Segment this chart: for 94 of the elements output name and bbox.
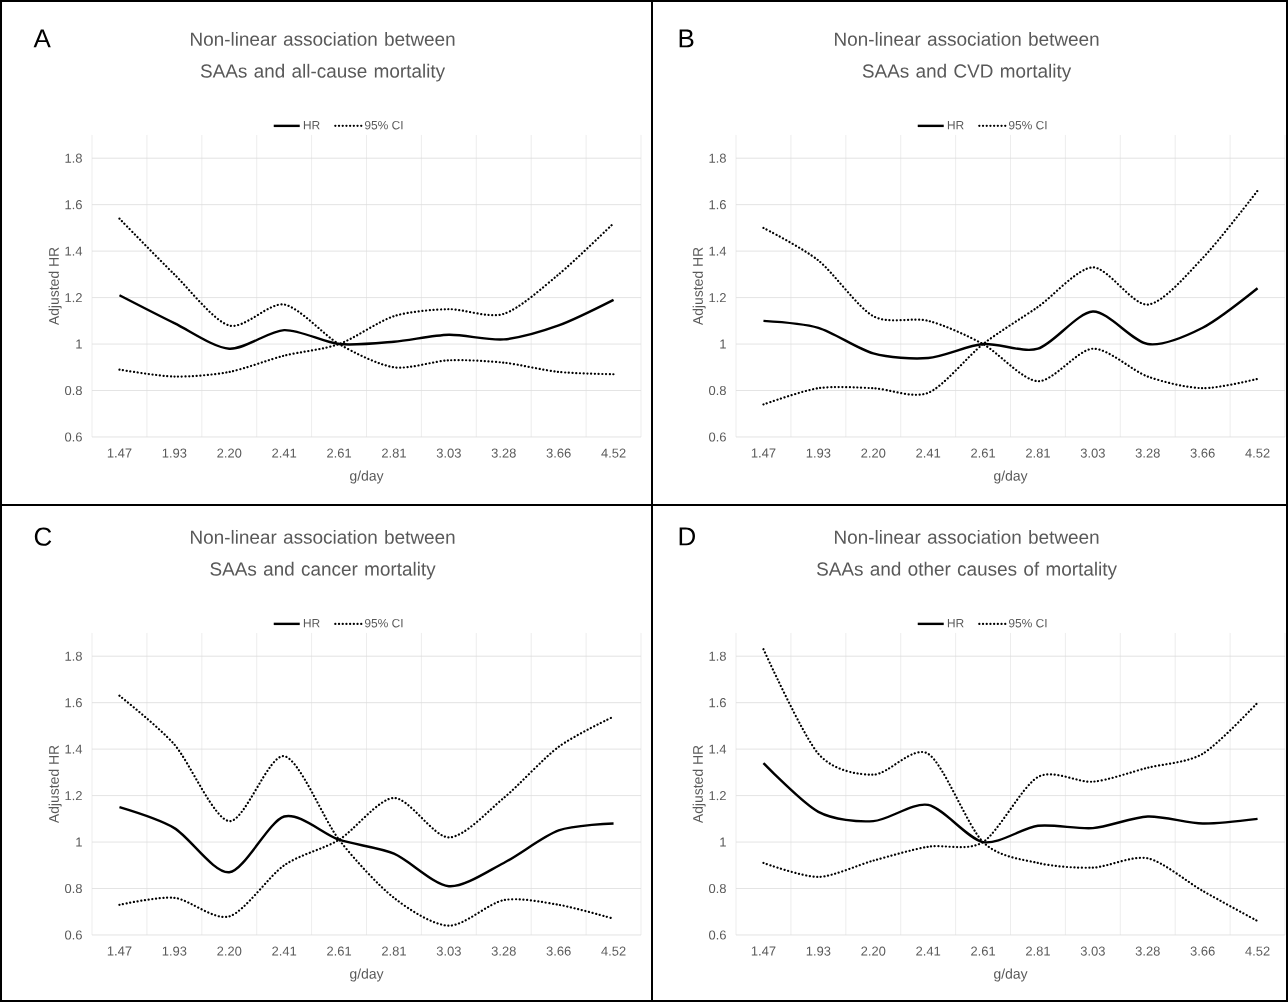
x-tick-label: 4.52 — [601, 946, 626, 956]
x-axis-title: g/day — [994, 968, 1028, 982]
y-tick-label: 1.8 — [709, 651, 726, 661]
chart-title: Non-linear association between SAAs and CVD mortality — [835, 31, 1099, 82]
y-axis-title: Adjusted HR — [48, 247, 62, 326]
y-tick-label: 1.4 — [65, 744, 83, 754]
x-tick-label: 1.93 — [162, 448, 187, 458]
y-tick-label: 0.6 — [708, 432, 726, 442]
y-tick-label: 0.8 — [708, 385, 726, 396]
y-tick-label: 1.2 — [65, 791, 82, 801]
y-tick-label: 1 — [76, 339, 82, 349]
x-tick-label: 4.52 — [601, 448, 626, 458]
y-tick-label: 0.6 — [64, 930, 82, 940]
x-tick-label: 2.20 — [217, 448, 242, 458]
legend-label: 95% CI — [1008, 618, 1047, 628]
y-tick-label: 0.8 — [708, 883, 726, 894]
x-tick-label: 4.52 — [1245, 946, 1270, 956]
x-axis-title: g/day — [350, 968, 384, 982]
y-tick-label: 1.2 — [709, 293, 726, 303]
x-tick-label: 1.93 — [806, 448, 831, 458]
y-axis-title: Adjusted HR — [692, 745, 706, 824]
text: B — [679, 29, 694, 48]
x-tick-label: 2.20 — [861, 448, 886, 458]
y-tick-label: 1.8 — [65, 651, 82, 661]
x-tick-label: 1.93 — [162, 946, 187, 956]
y-tick-label: 1 — [720, 837, 726, 847]
x-tick-label: 2.41 — [916, 448, 941, 458]
x-tick-label: 2.81 — [1026, 946, 1050, 956]
y-tick-label: 0.6 — [64, 432, 82, 442]
y-axis-title: Adjusted HR — [692, 247, 706, 326]
x-tick-label: 3.66 — [1190, 448, 1215, 458]
x-tick-label: 1.47 — [107, 448, 132, 458]
x-tick-label: 2.41 — [272, 448, 297, 458]
y-tick-label: 1.6 — [65, 200, 82, 210]
x-tick-label: 2.81 — [382, 448, 406, 458]
x-tick-label: 1.47 — [751, 946, 776, 956]
line-series — [762, 648, 1259, 923]
text: A — [33, 29, 51, 48]
y-tick-label: 1.8 — [65, 153, 82, 163]
x-axis-title: g/day — [350, 470, 384, 484]
x-tick-label: 2.41 — [916, 946, 941, 956]
y-tick-label: 1.8 — [709, 153, 726, 163]
x-tick-label: 1.93 — [806, 946, 831, 956]
legend-label: HR — [947, 121, 964, 130]
x-tick-label: 3.03 — [436, 448, 461, 458]
legend-label: HR — [947, 619, 964, 628]
x-tick-label: 3.03 — [436, 946, 461, 956]
y-tick-label: 1.6 — [709, 200, 726, 210]
x-tick-label: 3.28 — [1135, 448, 1160, 458]
x-axis-title: g/day — [994, 470, 1028, 484]
x-tick-label: 3.28 — [1135, 946, 1160, 956]
x-tick-label: 2.81 — [1026, 448, 1050, 458]
line-series — [762, 189, 1259, 406]
legend-label: HR — [303, 121, 320, 130]
y-axis-title: Adjusted HR — [48, 745, 62, 824]
x-tick-label: 2.61 — [327, 946, 352, 956]
x-tick-label: 3.28 — [491, 946, 516, 956]
chart-title: Non-linear association between SAAs and cancer mortality — [191, 529, 455, 580]
x-tick-label: 2.61 — [327, 448, 352, 458]
x-tick-label: 2.41 — [272, 946, 297, 956]
y-tick-label: 1.4 — [709, 744, 727, 754]
x-tick-label: 3.66 — [1190, 946, 1215, 956]
legend-label: 95% CI — [364, 618, 403, 628]
x-tick-label: 1.47 — [107, 946, 132, 956]
y-tick-label: 1.4 — [65, 246, 83, 256]
text: C — [34, 527, 52, 546]
y-tick-label: 0.6 — [708, 930, 726, 940]
x-tick-label: 3.66 — [546, 448, 571, 458]
y-tick-label: 1.6 — [65, 698, 82, 708]
chart-title: Non-linear association between SAAs and other causes of mortality — [817, 529, 1117, 580]
y-tick-label: 1.2 — [65, 293, 82, 303]
x-tick-label: 3.03 — [1080, 946, 1105, 956]
legend-label: 95% CI — [364, 120, 403, 130]
y-tick-label: 1.4 — [709, 246, 727, 256]
x-tick-label: 3.28 — [491, 448, 516, 458]
y-tick-label: 0.8 — [64, 883, 82, 894]
legend-label: 95% CI — [1008, 120, 1047, 130]
x-tick-label: 4.52 — [1245, 448, 1270, 458]
x-tick-label: 3.03 — [1080, 448, 1105, 458]
y-tick-label: 1.2 — [709, 791, 726, 801]
text: D — [679, 527, 695, 546]
y-tick-label: 1 — [720, 339, 726, 349]
x-tick-label: 2.61 — [971, 448, 996, 458]
x-tick-label: 2.20 — [861, 946, 886, 956]
y-tick-label: 1.6 — [709, 698, 726, 708]
y-tick-label: 0.8 — [64, 385, 82, 396]
x-tick-label: 2.61 — [971, 946, 996, 956]
y-tick-label: 1 — [76, 837, 82, 847]
x-tick-label: 2.81 — [382, 946, 406, 956]
chart-title: Non-linear association between SAAs and all-cause mortality — [191, 31, 455, 82]
x-tick-label: 1.47 — [751, 448, 776, 458]
x-tick-label: 3.66 — [546, 946, 571, 956]
legend-label: HR — [303, 619, 320, 628]
x-tick-label: 2.20 — [217, 946, 242, 956]
